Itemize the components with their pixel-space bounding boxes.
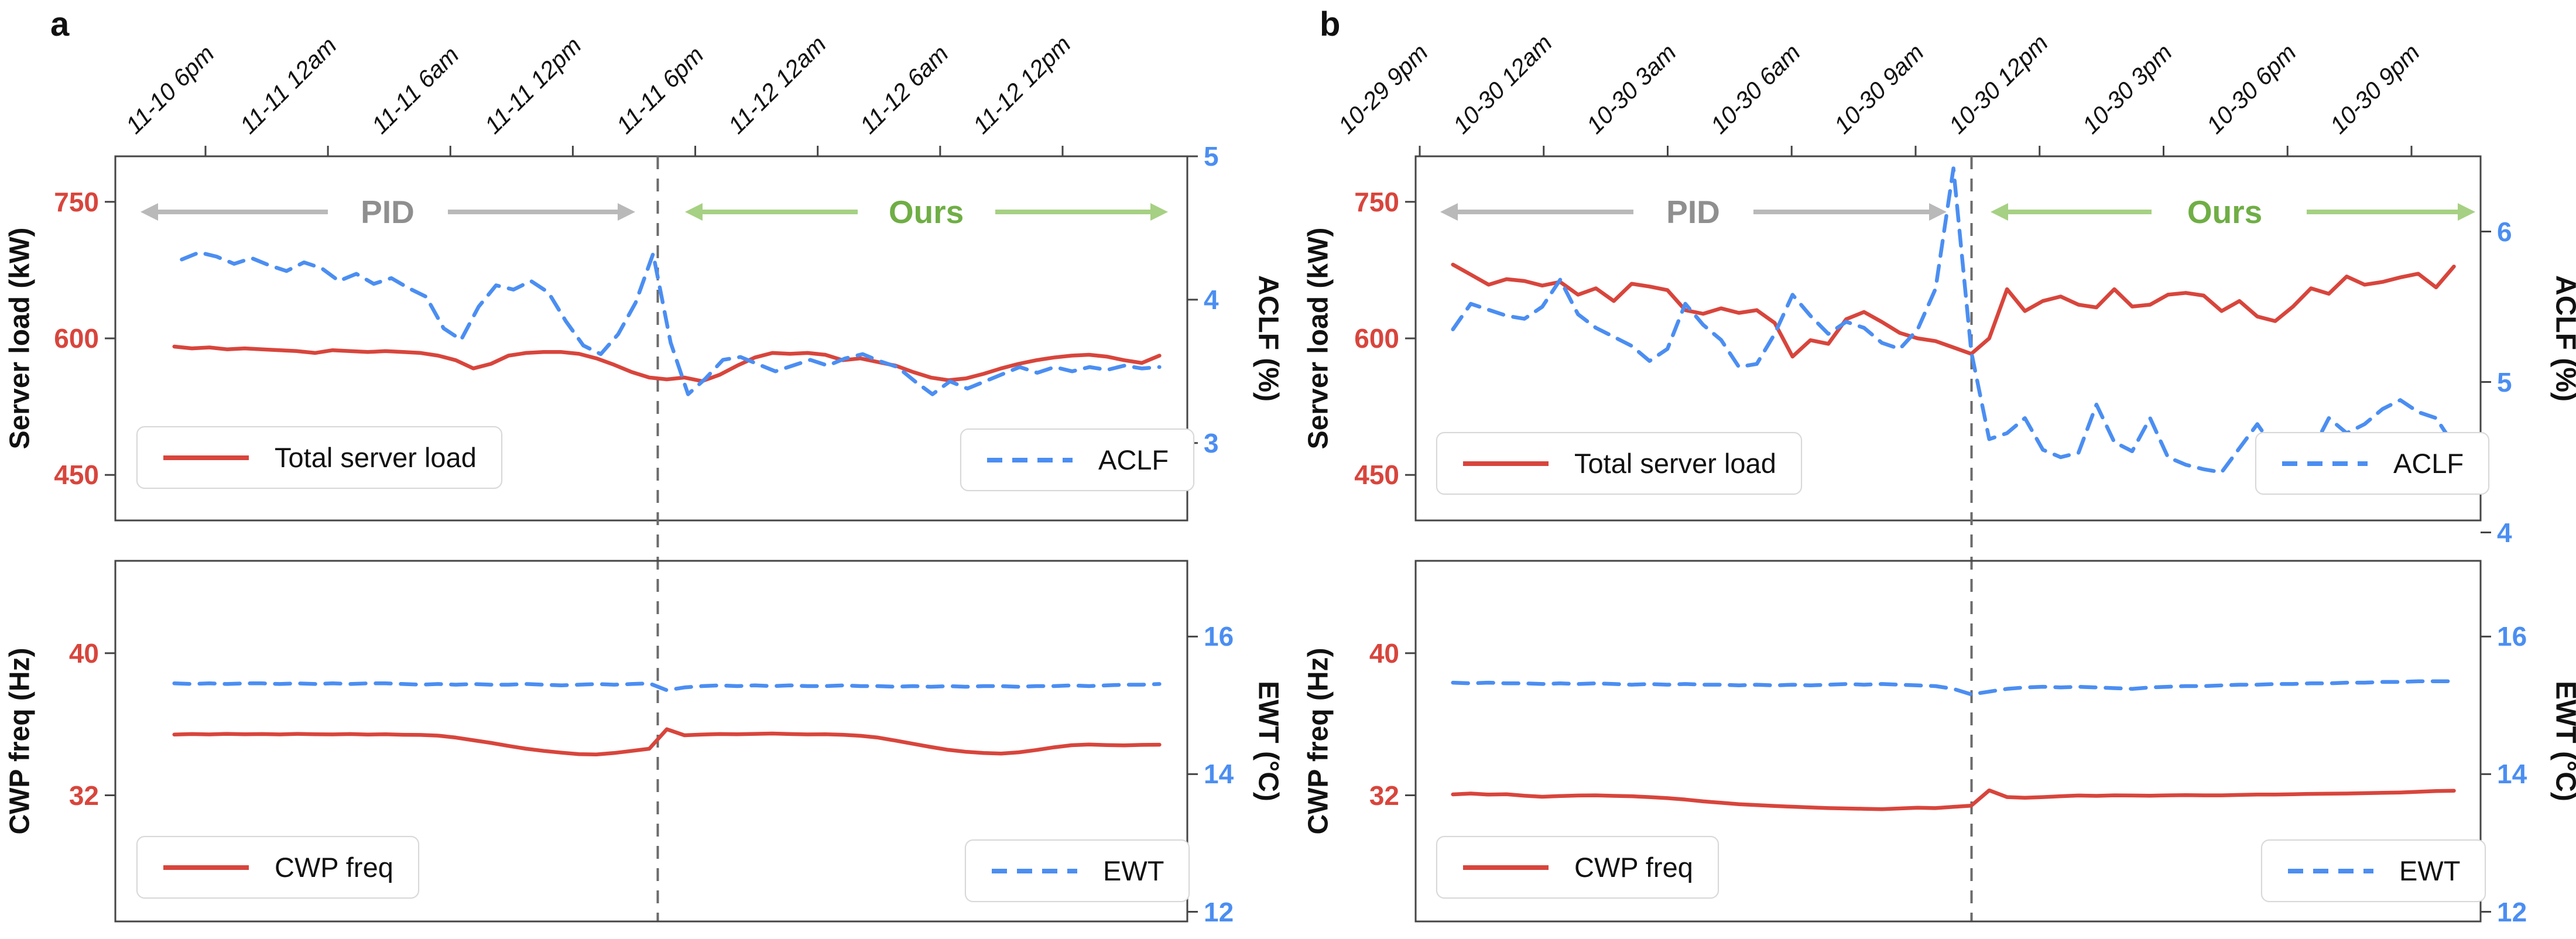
annotation-arrow-head [141,203,158,221]
a-top-left-tick-label: 600 [54,323,99,354]
b-bottom-right-tick-label: 12 [2497,896,2527,927]
a-top-right-tick-label: 3 [1204,427,1219,458]
panel-b-label: b [1320,5,1341,43]
a-bottom-legend-label: EWT [1103,855,1164,886]
b-bottom-legend-label: EWT [2399,855,2461,886]
legend-swatch-solid-line [1463,865,1549,870]
panel-a-label: a [50,5,70,43]
b-top-right-tick-label: 4 [2497,517,2512,548]
b-bottom-legend-left: CWP freq [1436,836,1719,899]
annotation-arrow-head [1440,203,1458,221]
b-top-legend-label: ACLF [2393,448,2464,479]
a-top-right-tick-label: 4 [1204,284,1219,315]
annotation-arrow-head [1929,203,1947,221]
legend-swatch-solid-line [1463,461,1549,466]
a-top-series-solid [172,344,1162,383]
a-bottom-right-tick-label: 16 [1204,621,1234,652]
a-top-legend-right: ACLF [960,429,1195,491]
b-bottom-series-dashed [1451,679,2456,697]
b-top-ours-annotation: Ours [2187,194,2263,230]
a-bottom-right-axis-title-text: EWT (°C) [1252,681,1284,801]
b-bottom-right-axis-title-text: EWT (°C) [2550,681,2576,801]
annotation-arrow-head [1991,203,2008,221]
b-bottom-left-axis-title-text: CWP freq (Hz) [1303,647,1334,835]
b-top-left-tick-label: 750 [1354,186,1399,217]
legend-swatch-solid-line [163,865,249,870]
a-bottom-left-tick-label: 40 [68,638,99,669]
b-top-legend-left: Total server load [1436,432,1802,495]
b-bottom-series-solid [1451,788,2456,811]
a-bottom-left-axis-title-text: CWP freq (Hz) [4,647,36,835]
a-bottom-left-tick-label: 32 [68,780,99,811]
b-bottom-right-tick-label: 14 [2497,759,2527,790]
a-top-legend-label: ACLF [1098,444,1169,475]
b-bottom-left-tick-label: 32 [1369,780,1399,811]
legend-swatch-dashed-line [2288,868,2373,873]
b-top-left-tick-label: 600 [1354,323,1399,354]
a-top-pid-annotation: PID [361,194,415,230]
a-top-right-tick-label: 5 [1204,141,1219,172]
b-top-pid-annotation: PID [1666,194,1720,230]
a-top-legend-label: Total server load [275,442,477,473]
b-top-legend-label: Total server load [1574,448,1776,479]
a-top-right-axis-title-text: ACLF (%) [1252,275,1284,402]
a-top-ours-annotation: Ours [888,194,964,230]
b-top-left-tick-label: 450 [1354,460,1399,491]
b-top-right-axis-title-text: ACLF (%) [2550,275,2576,402]
b-bottom-plot-frame [1414,560,2482,923]
legend-swatch-solid-line [163,455,249,460]
a-bottom-legend-right: EWT [965,839,1190,902]
b-top-right-tick-label: 6 [2497,216,2512,247]
legend-swatch-dashed-line [2282,461,2368,466]
a-bottom-plot-frame [114,560,1188,923]
a-bottom-legend-label: CWP freq [275,852,393,883]
a-bottom-right-tick-label: 14 [1204,759,1234,790]
a-top-left-axis-title-text: Server load (kW) [4,227,36,450]
a-bottom-right-tick-label: 12 [1204,896,1234,927]
b-bottom-right-tick-label: 16 [2497,621,2527,652]
a-top-left-tick-label: 450 [54,460,99,491]
b-bottom-left-tick-label: 40 [1369,638,1399,669]
annotation-arrow-head [618,203,635,221]
b-bottom-legend-right: EWT [2261,839,2486,902]
b-top-left-axis-title-text: Server load (kW) [1303,227,1334,450]
annotation-arrow-head [2458,203,2475,221]
a-top-series-dashed [180,250,1162,396]
legend-swatch-dashed-line [992,868,1077,873]
a-bottom-legend-left: CWP freq [136,836,419,899]
b-top-legend-right: ACLF [2255,432,2490,495]
a-bottom-series-dashed [172,681,1162,693]
b-top-series-solid [1451,262,2456,359]
a-top-legend-left: Total server load [136,426,502,489]
legend-swatch-dashed-line [987,457,1073,462]
b-bottom-legend-label: CWP freq [1574,852,1693,883]
annotation-arrow-head [1150,203,1168,221]
a-bottom-series-solid [172,727,1162,757]
a-top-left-tick-label: 750 [54,186,99,217]
annotation-arrow-head [685,203,703,221]
b-top-right-tick-label: 5 [2497,366,2512,397]
